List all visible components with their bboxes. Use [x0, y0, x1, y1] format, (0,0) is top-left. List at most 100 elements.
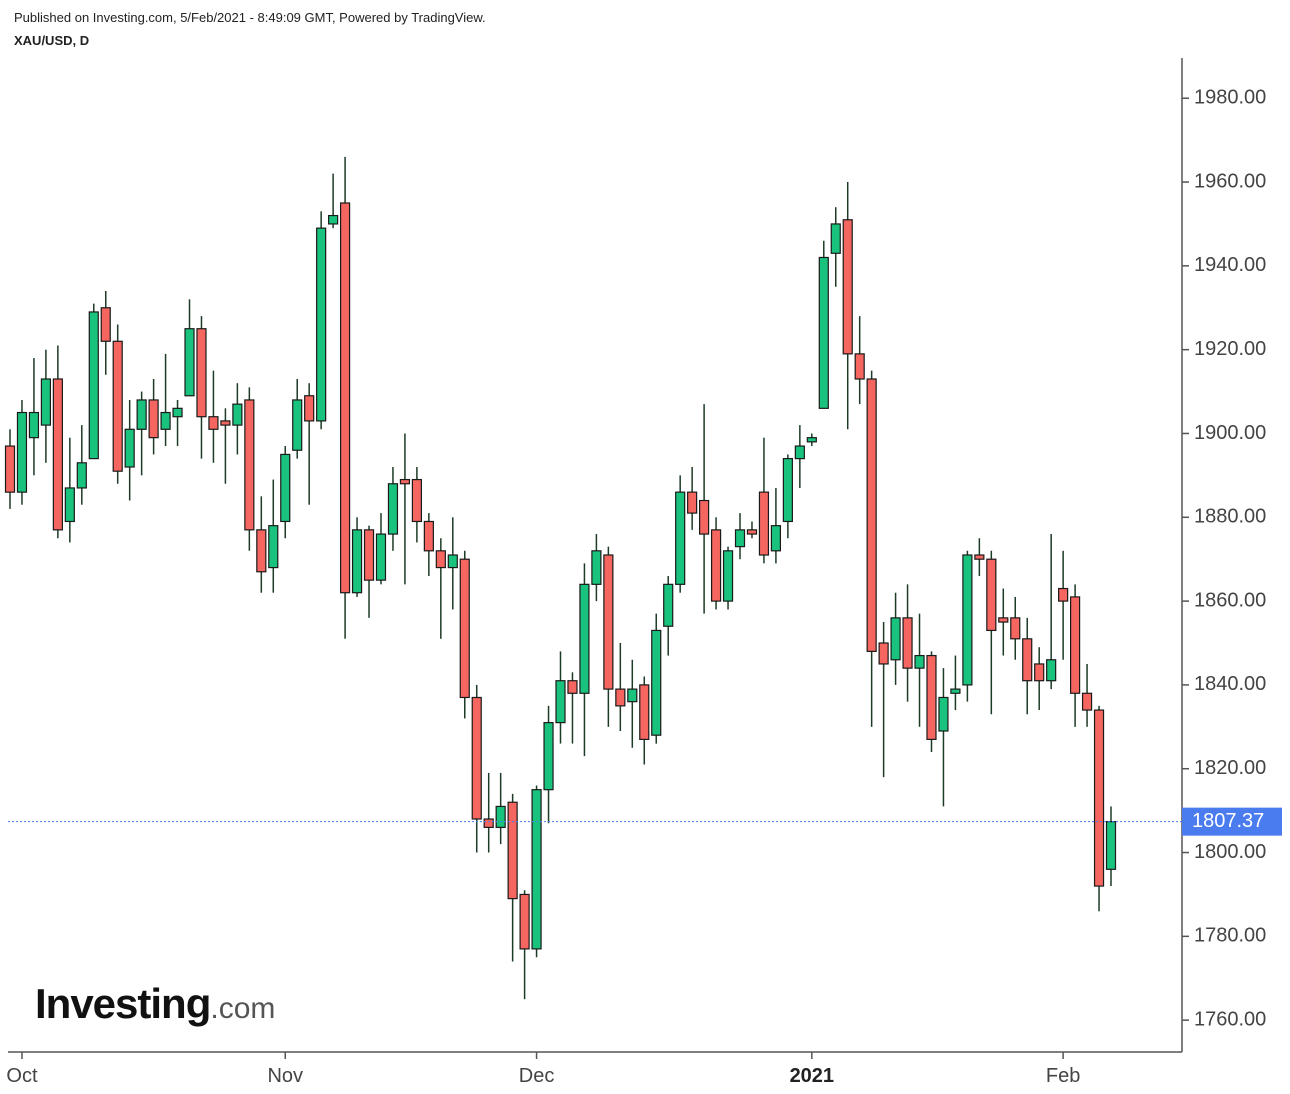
candle-body [339, 202, 351, 594]
x-tick-label: Dec [519, 1065, 555, 1087]
candle-body [435, 550, 446, 569]
candle-body [363, 529, 375, 581]
candle-body [1105, 821, 1117, 870]
x-tick-label: Nov [267, 1065, 303, 1087]
candle-body [28, 411, 40, 439]
candle-body [746, 529, 758, 535]
candle-body [172, 407, 183, 418]
candle-body [687, 491, 698, 514]
candle-body [615, 688, 626, 707]
price-label: 1807.37 [1192, 810, 1264, 832]
candle-body [579, 583, 590, 694]
candle-body [627, 688, 638, 703]
candle-body [208, 416, 219, 430]
candle-body [890, 617, 901, 661]
candle-body [220, 420, 231, 426]
candle-body [770, 525, 782, 552]
candle-body [256, 529, 267, 573]
candle-body [938, 696, 949, 732]
candle-body [160, 411, 171, 430]
candle-body [998, 617, 1009, 623]
candle-body [830, 223, 841, 254]
candle-body [495, 805, 506, 828]
candle-body [411, 478, 422, 523]
candle-body [423, 520, 434, 552]
y-tick-label: 1960.00 [1194, 170, 1266, 192]
candle-body [734, 529, 746, 548]
candle-body [16, 411, 28, 493]
y-tick-label: 1920.00 [1194, 338, 1266, 360]
candle-body [675, 491, 686, 585]
candle-body [351, 529, 363, 594]
candle-body [818, 256, 829, 409]
candle-body [52, 378, 63, 531]
candle-body [1034, 663, 1045, 682]
candle-body [950, 688, 961, 694]
candle-body [4, 445, 16, 493]
candle-body [842, 219, 853, 355]
candle-body [1022, 638, 1033, 682]
candle-body [471, 696, 482, 820]
candle-body [974, 554, 985, 560]
candle-body [375, 533, 387, 581]
x-tick-label: 2021 [790, 1065, 835, 1087]
x-tick-label: Oct [6, 1065, 38, 1087]
candle-body [531, 789, 542, 950]
candle-body [699, 499, 710, 535]
y-tick-label: 1940.00 [1194, 254, 1266, 276]
price-label-box [1182, 807, 1282, 836]
candle-body [124, 428, 135, 468]
candle-body [986, 558, 997, 632]
candle-body [806, 437, 817, 443]
candle-body [316, 227, 327, 422]
logo-suffix: .com [210, 992, 275, 1025]
candle-body [543, 722, 554, 791]
candle-body [710, 529, 722, 602]
y-tick-label: 1900.00 [1194, 422, 1266, 444]
candle-body [663, 583, 674, 627]
candle-body [1010, 617, 1021, 640]
candle-body [76, 462, 87, 489]
published-note: Published on Investing.com, 5/Feb/2021 -… [14, 10, 486, 25]
candle-body [519, 893, 530, 950]
candle-body [136, 399, 147, 430]
candle-body [196, 328, 207, 418]
candle-body [651, 629, 662, 736]
candle-body [914, 654, 925, 669]
candle-body [447, 554, 458, 569]
candle-body [1069, 596, 1081, 694]
candle-body [148, 399, 159, 439]
candle-body [591, 550, 602, 585]
y-tick-label: 1880.00 [1194, 506, 1266, 528]
candle-body [399, 478, 411, 485]
y-tick-label: 1860.00 [1194, 589, 1266, 611]
candle-body [64, 487, 75, 523]
candle-body [304, 395, 315, 422]
candle-body [88, 311, 99, 460]
candle-body [1093, 709, 1105, 887]
y-tick-label: 1780.00 [1194, 925, 1266, 947]
candle-body [232, 403, 243, 426]
candle-body [100, 307, 111, 342]
x-tick-label: Feb [1046, 1065, 1080, 1087]
candle-body [878, 642, 889, 665]
candle-body [112, 340, 123, 472]
y-tick-label: 1820.00 [1194, 757, 1266, 779]
candle-body [459, 558, 470, 699]
candle-body [268, 525, 279, 569]
y-tick-label: 1980.00 [1194, 87, 1266, 109]
candle-body [1058, 587, 1069, 602]
candle-body [639, 684, 650, 740]
candle-body [387, 483, 399, 535]
candle-body [292, 399, 303, 451]
logo: Investing.com [35, 980, 275, 1027]
candle-body [40, 378, 52, 426]
y-tick-label: 1840.00 [1194, 673, 1266, 695]
candle-body [1046, 659, 1057, 682]
candle-body [794, 445, 805, 460]
candle-body [328, 214, 339, 225]
candle-body [184, 328, 195, 397]
candle-body [926, 654, 937, 740]
candle-body [567, 680, 578, 694]
candle-body [902, 617, 913, 669]
